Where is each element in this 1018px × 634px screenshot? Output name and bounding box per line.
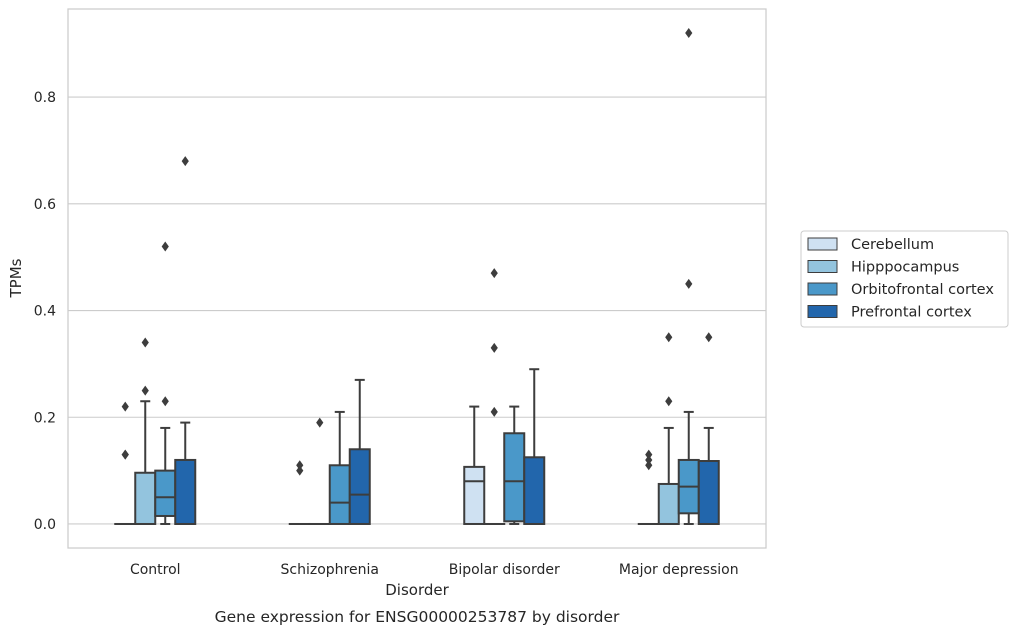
legend-label: Orbitofrontal cortex bbox=[851, 282, 994, 298]
box bbox=[463, 405, 486, 525]
x-axis-label: Disorder bbox=[385, 581, 449, 599]
box bbox=[328, 410, 351, 525]
legend-item: Orbitofrontal cortex bbox=[807, 282, 994, 298]
box-body bbox=[348, 448, 371, 525]
outlier-point bbox=[161, 241, 169, 252]
y-tick-label: 0.4 bbox=[34, 304, 56, 320]
legend-item: Hipppocampus bbox=[807, 260, 959, 276]
outlier-point bbox=[141, 385, 149, 396]
box-body bbox=[657, 482, 680, 525]
x-tick-label: Control bbox=[130, 562, 181, 578]
outlier-point bbox=[685, 278, 693, 289]
box bbox=[503, 405, 526, 525]
box bbox=[697, 332, 720, 525]
box-body bbox=[134, 471, 157, 525]
y-tick-label: 0.2 bbox=[34, 410, 56, 426]
y-axis-ticks: 0.0 0.2 0.4 0.6 0.8 bbox=[34, 90, 56, 533]
box-body bbox=[463, 465, 486, 525]
legend-swatch bbox=[807, 305, 838, 318]
legend-item: Prefrontal cortex bbox=[807, 305, 972, 321]
legend: Cerebellum Hipppocampus Orbitofrontal cort… bbox=[800, 230, 1009, 328]
outlier-point bbox=[665, 332, 673, 343]
outlier-point bbox=[665, 396, 673, 407]
legend-swatch bbox=[807, 260, 838, 273]
box bbox=[134, 337, 157, 525]
box bbox=[657, 332, 680, 525]
outlier-point bbox=[181, 156, 189, 167]
outlier-point bbox=[490, 406, 498, 417]
box-body bbox=[154, 469, 177, 517]
box bbox=[288, 460, 311, 525]
outlier-point bbox=[161, 396, 169, 407]
legend-label: Cerebellum bbox=[851, 237, 934, 253]
box-body bbox=[503, 432, 526, 523]
outlier-point bbox=[645, 454, 653, 465]
outlier-point bbox=[296, 460, 304, 471]
y-axis-label: TPMs bbox=[7, 258, 25, 298]
legend-item: Cerebellum bbox=[807, 237, 934, 253]
series-hipppocampus bbox=[134, 268, 680, 525]
gridlines bbox=[68, 96, 766, 525]
outlier-point bbox=[121, 449, 129, 460]
outlier-point bbox=[316, 417, 324, 428]
box bbox=[308, 417, 331, 525]
outlier-point bbox=[685, 28, 693, 39]
series-prefrontal-cortex bbox=[174, 156, 720, 525]
outlier-point bbox=[141, 337, 149, 348]
x-tick-label: Bipolar disorder bbox=[449, 562, 560, 578]
legend-swatch bbox=[807, 282, 838, 296]
outlier-point bbox=[490, 268, 498, 279]
box bbox=[677, 28, 700, 525]
outlier-point bbox=[645, 449, 653, 460]
outlier-point bbox=[705, 332, 713, 343]
box bbox=[174, 156, 197, 525]
box bbox=[637, 449, 660, 525]
box-body bbox=[174, 458, 197, 525]
box bbox=[348, 378, 371, 525]
y-tick-label: 0.8 bbox=[34, 90, 56, 106]
outlier-point bbox=[296, 465, 304, 476]
outlier-point bbox=[121, 401, 129, 412]
outlier-point bbox=[645, 460, 653, 471]
outlier-point bbox=[490, 342, 498, 353]
box bbox=[483, 268, 506, 525]
x-axis-ticks: Control Schizophrenia Bipolar disorder Majo… bbox=[130, 562, 739, 578]
box-body bbox=[697, 460, 720, 525]
series-orbitofrontal-cortex bbox=[154, 28, 700, 525]
box-series bbox=[114, 28, 720, 525]
box-body bbox=[523, 456, 546, 525]
series-cerebellum bbox=[114, 401, 660, 525]
y-tick-label: 0.0 bbox=[34, 517, 56, 533]
plot-frame bbox=[67, 8, 767, 549]
chart-caption: Gene expression for ENSG00000253787 by d… bbox=[215, 608, 620, 626]
box bbox=[114, 401, 137, 525]
box-body bbox=[328, 464, 351, 525]
x-tick-label: Major depression bbox=[619, 562, 739, 578]
y-tick-label: 0.6 bbox=[34, 197, 56, 213]
x-tick-label: Schizophrenia bbox=[281, 562, 379, 578]
legend-label: Hipppocampus bbox=[851, 260, 959, 276]
legend-swatch bbox=[807, 237, 838, 251]
legend-label: Prefrontal cortex bbox=[851, 305, 972, 321]
box bbox=[523, 368, 546, 525]
legend-frame bbox=[800, 230, 1009, 328]
box bbox=[154, 241, 177, 525]
